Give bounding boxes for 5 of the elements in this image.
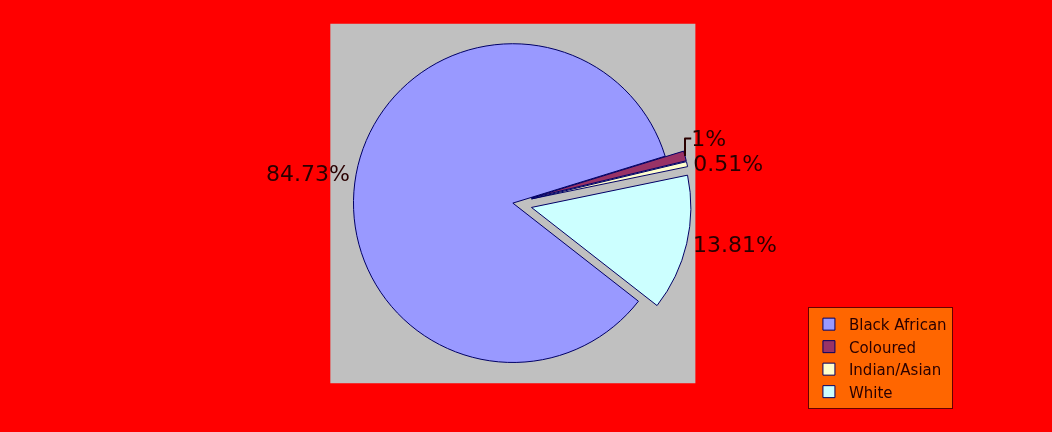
data-label: 13.81% — [692, 231, 777, 257]
legend-label: Coloured — [848, 338, 917, 357]
legend-label: White — [848, 383, 893, 402]
legend-label: Indian/Asian — [848, 361, 942, 379]
legend-label: Black African — [848, 316, 947, 334]
